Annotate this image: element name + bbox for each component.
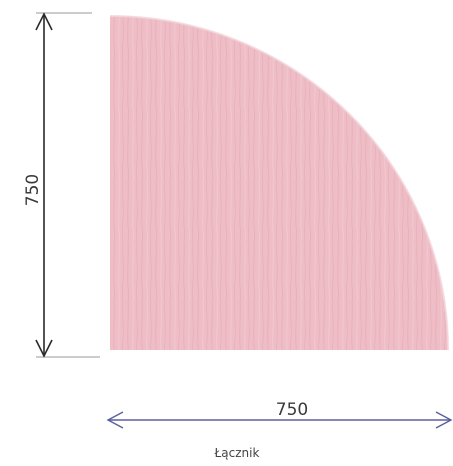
- vertical-arrowhead-top: [35, 12, 53, 31]
- panel-edge-shade: [109, 15, 449, 351]
- horizontal-arrowhead-right: [435, 411, 453, 429]
- vertical-arrowhead-bottom: [35, 339, 53, 358]
- horizontal-arrowhead-left: [106, 411, 124, 429]
- horizontal-dimension: 750: [106, 400, 453, 429]
- vertical-dimension-label: 750: [23, 174, 43, 206]
- caption-label: Łącznik: [214, 446, 260, 460]
- quarter-circle-panel: [110, 16, 448, 350]
- vertical-dimension: 750: [23, 12, 100, 358]
- horizontal-dimension-label: 750: [276, 400, 308, 420]
